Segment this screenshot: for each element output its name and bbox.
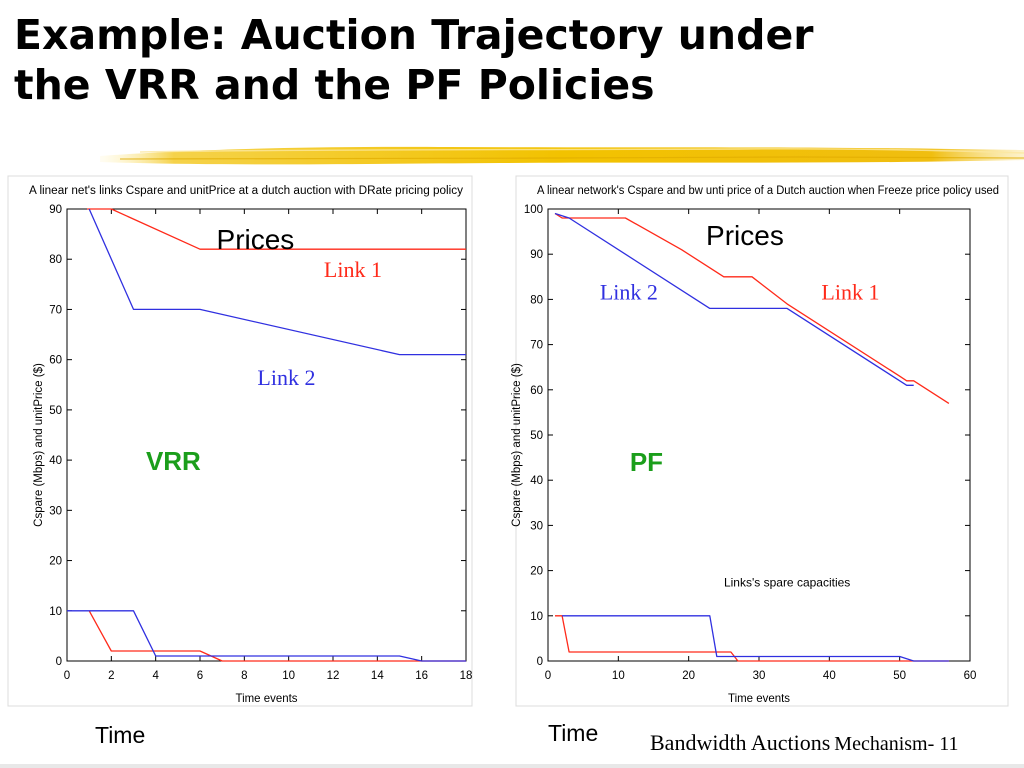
annotation-label: Prices <box>706 220 784 251</box>
y-axis-label: Cspare (Mbps) and unitPrice ($) <box>33 363 45 527</box>
x-tick-label: 0 <box>545 670 551 682</box>
y-tick-label: 20 <box>49 556 62 568</box>
x-axis-label: Time events <box>236 691 298 705</box>
y-axis-label: Cspare (Mbps) and unitPrice ($) <box>511 363 523 527</box>
y-tick-label: 20 <box>530 566 543 578</box>
y-tick-label: 80 <box>49 254 62 266</box>
y-tick-label: 70 <box>530 340 543 352</box>
chart-title: A linear network's Cspare and bw unti pr… <box>537 185 999 197</box>
y-tick-label: 90 <box>49 204 62 216</box>
x-tick-label: 18 <box>460 670 473 682</box>
chart-2: A linear network's Cspare and bw unti pr… <box>511 175 1009 746</box>
title-line-2: the VRR and the PF Policies <box>14 61 655 109</box>
x-tick-label: 6 <box>197 670 203 682</box>
annotation-label: Links's spare capacities <box>724 575 850 589</box>
series-line-2 <box>88 208 466 356</box>
y-tick-label: 40 <box>49 455 62 467</box>
y-tick-label: 50 <box>530 430 543 442</box>
brush-underline <box>100 146 1024 165</box>
annotation-label: Link 1 <box>324 257 382 282</box>
x-tick-label: 60 <box>964 670 977 682</box>
x-tick-label: 50 <box>893 670 906 682</box>
chart-frame <box>7 175 473 707</box>
chart-1: A linear net's links Cspare and unitPric… <box>7 175 473 748</box>
x-tick-label: 8 <box>241 670 247 682</box>
series-line-1 <box>87 208 466 250</box>
footer-page: Mechanism- 11 <box>834 733 959 755</box>
series-line-1 <box>554 212 950 404</box>
series-line-2 <box>554 212 914 386</box>
annotation-label: VRR <box>146 446 201 476</box>
x-tick-label: 2 <box>108 670 114 682</box>
slide-footer: Bandwidth Auctions Mechanism- 11 <box>650 730 959 756</box>
x-tick-label: 4 <box>152 670 159 682</box>
x-tick-label: 0 <box>64 670 70 682</box>
x-tick-label: 10 <box>282 670 295 682</box>
chart-title: A linear net's links Cspare and unitPric… <box>29 185 463 197</box>
annotation-label: Prices <box>217 224 295 255</box>
x-tick-label: 14 <box>371 670 384 682</box>
annotation-label: Link 2 <box>600 279 658 304</box>
time-label: Time <box>95 722 145 748</box>
series-line-4 <box>562 615 949 662</box>
chart-frame <box>515 175 1009 707</box>
x-tick-label: 10 <box>612 670 625 682</box>
x-tick-label: 30 <box>753 670 766 682</box>
y-tick-label: 80 <box>530 294 543 306</box>
x-tick-label: 20 <box>682 670 695 682</box>
x-axis-label: Time events <box>728 691 790 705</box>
y-tick-label: 30 <box>530 520 543 532</box>
annotation-label: Link 2 <box>257 365 315 390</box>
y-tick-label: 10 <box>49 606 62 618</box>
y-tick-label: 90 <box>530 249 543 261</box>
y-tick-label: 70 <box>49 304 62 316</box>
slide-title: Example: Auction Trajectory under the VR… <box>14 10 1014 110</box>
bottom-rule <box>0 764 1024 768</box>
y-tick-label: 0 <box>537 656 543 668</box>
annotation-label: Link 1 <box>821 279 879 304</box>
y-tick-label: 50 <box>49 405 62 417</box>
annotation-label: PF <box>630 447 663 477</box>
time-label: Time <box>548 720 598 746</box>
y-tick-label: 100 <box>524 204 543 216</box>
y-tick-label: 60 <box>530 385 543 397</box>
title-line-1: Example: Auction Trajectory under <box>14 11 814 59</box>
y-tick-label: 0 <box>56 656 62 668</box>
series-line-4 <box>67 610 466 662</box>
x-tick-label: 16 <box>415 670 428 682</box>
x-tick-label: 12 <box>327 670 340 682</box>
y-tick-label: 60 <box>49 355 62 367</box>
series-line-3 <box>88 610 466 662</box>
y-tick-label: 30 <box>49 505 62 517</box>
x-tick-label: 40 <box>823 670 836 682</box>
series-line-3 <box>555 615 949 662</box>
y-tick-label: 10 <box>530 611 543 623</box>
y-tick-label: 40 <box>530 475 543 487</box>
footer-main: Bandwidth Auctions <box>650 730 831 755</box>
